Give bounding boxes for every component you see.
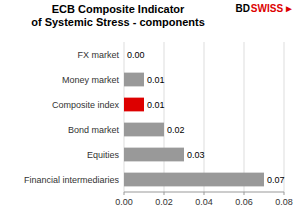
logo-text: ► [284, 3, 294, 14]
x-axis: 0.00 0.02 0.04 0.06 0.08 [115, 192, 293, 207]
chart: ECB Composite Indicatorof Systemic Stres… [0, 0, 300, 214]
axis-line [124, 192, 284, 193]
data-label: 0.07 [267, 175, 285, 185]
data-label: 0.02 [167, 125, 185, 135]
logo-text: BD [235, 3, 249, 14]
bar [124, 173, 264, 187]
category-label: FX market [77, 50, 119, 60]
logo-text: SWISS [251, 3, 284, 14]
title: ECB Composite Indicator [52, 3, 185, 15]
tick-label: 0.06 [235, 197, 253, 207]
category-label: Equities [87, 150, 120, 160]
data-label: 0.00 [127, 50, 145, 60]
data-label: 0.01 [147, 100, 165, 110]
bar [124, 48, 125, 62]
grid-line [244, 42, 245, 192]
category-label: Composite index [52, 100, 120, 110]
tick-label: 0.02 [155, 197, 173, 207]
tick-label: 0.00 [115, 197, 133, 207]
grid [124, 42, 284, 192]
grid-line [124, 42, 125, 192]
category-label: Financial intermediaries [24, 175, 120, 185]
bar [124, 148, 184, 162]
tick-label: 0.08 [275, 197, 293, 207]
category-label: Money market [62, 75, 120, 85]
category-label: Bond market [68, 125, 120, 135]
y-axis: Financial intermediaries Equities Bond mar… [24, 50, 120, 185]
bar [124, 98, 144, 112]
data-label: 0.01 [147, 75, 165, 85]
data-label: 0.03 [187, 150, 205, 160]
grid-line [204, 42, 205, 192]
logo: BDSWISS► [235, 3, 294, 14]
grid-line [284, 42, 285, 192]
subtitle: of Systemic Stress - components [31, 16, 205, 28]
bar [124, 73, 144, 87]
tick-label: 0.04 [195, 197, 213, 207]
labels: 0.07 0.03 0.02 0.01 0.01 0.00 [127, 50, 285, 185]
bars [124, 73, 264, 187]
bar [124, 123, 164, 137]
grid-line [164, 42, 165, 192]
